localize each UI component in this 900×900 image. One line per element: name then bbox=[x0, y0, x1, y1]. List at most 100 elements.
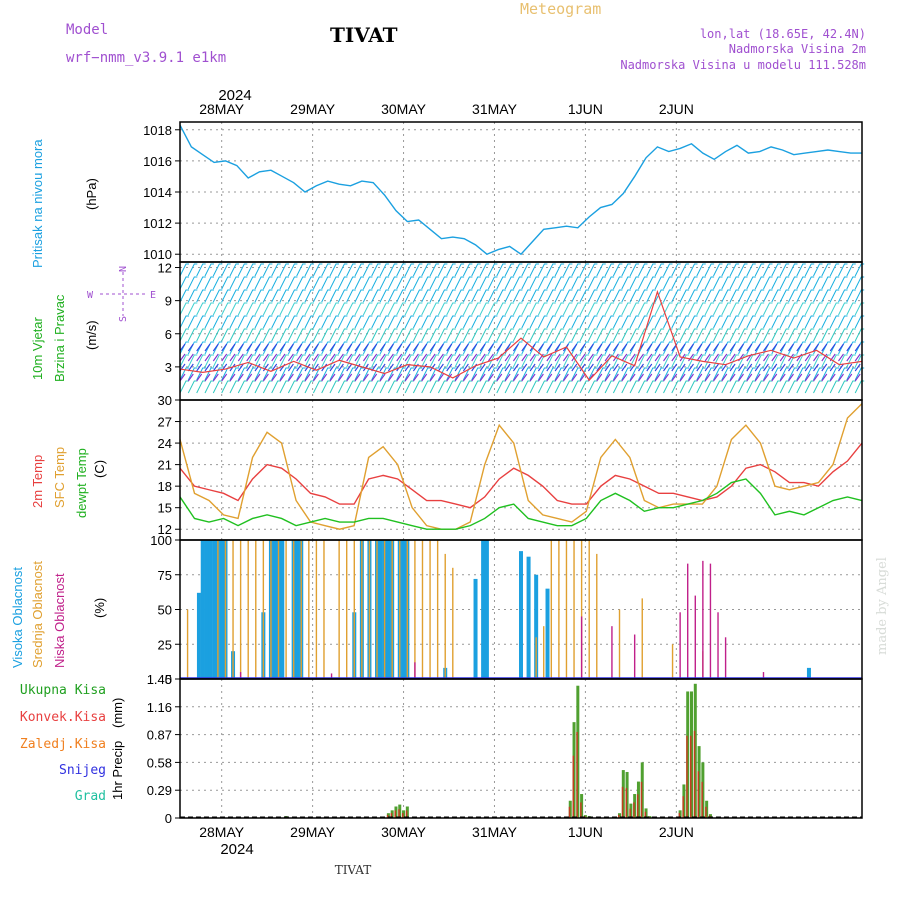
temp-line-2m-temp bbox=[179, 442, 863, 509]
cloud-bar bbox=[406, 540, 409, 679]
y-tick-label: 30 bbox=[158, 393, 172, 408]
cloud-bar bbox=[452, 567, 454, 679]
cloud-bar bbox=[338, 540, 340, 679]
pressure-line bbox=[179, 124, 862, 256]
precip-bar-convective bbox=[580, 802, 582, 818]
x-tick-label-bottom: 1JUN bbox=[568, 824, 603, 840]
wind-barbs bbox=[179, 263, 865, 277]
cloud-bar bbox=[550, 540, 553, 679]
cloud-bar bbox=[611, 626, 613, 679]
y-tick-label: 100 bbox=[150, 533, 172, 548]
cloud-bar bbox=[534, 574, 539, 679]
cloud-bar bbox=[217, 540, 219, 679]
y-tick-label: 21 bbox=[158, 458, 172, 473]
y-tick-label: 27 bbox=[158, 415, 172, 430]
cloud-bar bbox=[709, 563, 712, 679]
cloud-bar bbox=[702, 560, 704, 679]
y-tick-label: 3 bbox=[165, 360, 172, 375]
y-tick-label: 18 bbox=[158, 479, 172, 494]
temp-label-2m: 2m Temp bbox=[30, 455, 45, 508]
cloud-bar bbox=[558, 540, 560, 679]
cloud-bar bbox=[247, 540, 249, 679]
cloud-bar bbox=[255, 540, 257, 679]
cloud-bar bbox=[196, 592, 201, 679]
wind-barbs bbox=[179, 289, 865, 303]
y-tick-label: 0 bbox=[165, 811, 172, 826]
cloud-bar bbox=[386, 540, 391, 679]
cloud-bar bbox=[186, 609, 189, 679]
y-tick-label: 1010 bbox=[143, 247, 172, 262]
y-tick-label: 1.16 bbox=[147, 700, 172, 715]
cloud-bar bbox=[580, 616, 583, 679]
x-tick-label-top: 28MAY bbox=[199, 101, 245, 117]
y-tick-label: 1018 bbox=[143, 123, 172, 138]
precip-bar-convective bbox=[405, 810, 408, 818]
precip-bar-convective bbox=[697, 771, 700, 818]
precip-bar-convective bbox=[682, 796, 684, 818]
compass-n: N bbox=[118, 266, 129, 272]
cloud-bar bbox=[232, 540, 234, 679]
cloud-bar bbox=[573, 540, 575, 679]
x-tick-label-bottom: 30MAY bbox=[381, 824, 427, 840]
cloud-bar bbox=[353, 540, 355, 679]
precip-bar-convective bbox=[621, 786, 624, 818]
wind-barbs bbox=[179, 341, 865, 355]
cloud-bar bbox=[285, 540, 287, 679]
cloud-label-mid: Srednja Oblacnost bbox=[30, 561, 45, 668]
cloud-bar bbox=[323, 540, 325, 679]
precip-legend-item: Zaledj.Kisa bbox=[20, 737, 106, 752]
cloud-bar bbox=[484, 540, 489, 679]
wind-barbs bbox=[179, 302, 865, 316]
x-tick-label-bottom: 29MAY bbox=[290, 824, 336, 840]
cloud-bar bbox=[212, 540, 217, 679]
cloud-bar bbox=[200, 540, 205, 679]
x-tick-label-top: 31MAY bbox=[472, 101, 518, 117]
precip-bar-convective bbox=[678, 813, 681, 818]
precip-bar-convective bbox=[640, 781, 643, 818]
cloud-bar bbox=[376, 540, 378, 679]
compass-w: W bbox=[87, 290, 94, 301]
cloud-bar bbox=[300, 540, 302, 679]
precip-bar-convective bbox=[686, 735, 688, 818]
cloud-bar bbox=[368, 540, 371, 679]
cloud-bar bbox=[436, 540, 439, 679]
precip-bar-convective bbox=[394, 810, 396, 818]
cloud-bar bbox=[535, 637, 537, 679]
cloud-bar bbox=[679, 612, 681, 679]
x-tick-label-bottom: 2JUN bbox=[659, 824, 694, 840]
compass-s: S bbox=[118, 316, 129, 322]
precip-bar-convective bbox=[701, 781, 703, 818]
wind-speed-line bbox=[179, 289, 863, 382]
cloud-bar bbox=[239, 540, 242, 679]
wind-ylabel: 10m Vjetar bbox=[30, 316, 45, 380]
wind-barbs bbox=[179, 315, 865, 329]
cloud-bar bbox=[526, 556, 531, 679]
cloud-bar bbox=[421, 540, 424, 679]
y-tick-label: 25 bbox=[158, 637, 172, 652]
y-tick-label: 1012 bbox=[143, 216, 172, 231]
y-tick-label: 1016 bbox=[143, 154, 172, 169]
temp-label-sfc: SFC Temp bbox=[52, 447, 67, 508]
cloud-bar bbox=[596, 553, 598, 679]
cloud-bar bbox=[694, 595, 696, 679]
cloud-bar bbox=[277, 540, 280, 679]
y-tick-label: 12 bbox=[158, 522, 172, 537]
cloud-bar bbox=[545, 588, 550, 679]
cloud-bar bbox=[391, 540, 393, 679]
cloud-unit: (%) bbox=[92, 598, 107, 618]
wind-barbs-low bbox=[179, 343, 861, 352]
x-tick-label-bottom: 31MAY bbox=[472, 824, 518, 840]
wind-barbs-low bbox=[179, 363, 861, 372]
precip-bar-convective bbox=[402, 813, 404, 818]
year-bottom: 2024 bbox=[220, 841, 253, 858]
precip-bar-convective bbox=[693, 730, 696, 818]
model-label: Model bbox=[66, 22, 108, 38]
cloud-bar bbox=[473, 578, 478, 679]
cloud-bar bbox=[633, 634, 636, 679]
wind-unit: (m/s) bbox=[84, 320, 99, 350]
y-tick-label: 0.87 bbox=[147, 728, 172, 743]
watermark: made by Angel bbox=[875, 557, 890, 655]
y-tick-label: 1014 bbox=[143, 185, 172, 200]
x-tick-label-top: 29MAY bbox=[290, 101, 336, 117]
x-tick-label-top: 1JUN bbox=[568, 101, 603, 117]
